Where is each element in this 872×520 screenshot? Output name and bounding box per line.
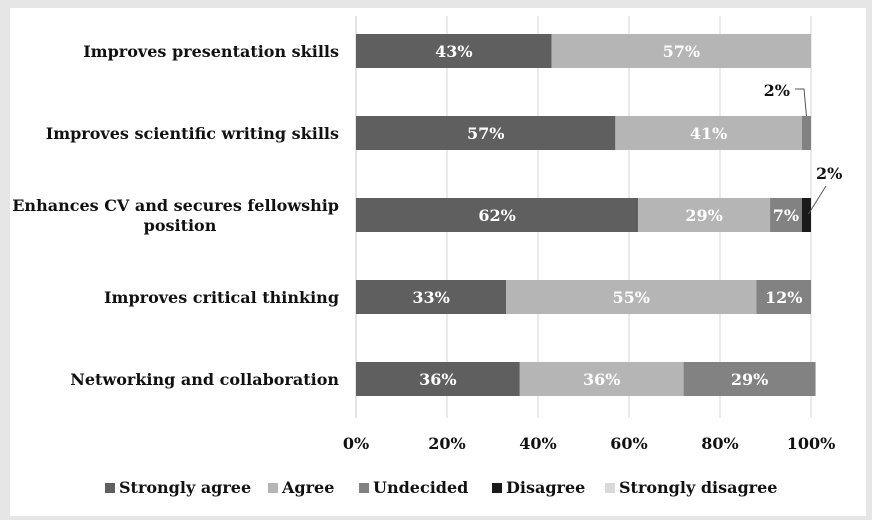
bar-segment bbox=[356, 362, 520, 396]
x-tick-label: 100% bbox=[787, 434, 836, 453]
data-label: 62% bbox=[478, 206, 515, 225]
callout-label: 2% bbox=[816, 164, 842, 183]
category-label: Improves scientific writing skills bbox=[46, 124, 339, 143]
x-tick-label: 0% bbox=[343, 434, 369, 453]
category-label: Improves presentation skills bbox=[83, 42, 339, 61]
legend-label: Strongly disagree bbox=[619, 478, 777, 497]
bar-segment bbox=[356, 116, 616, 150]
legend-swatch bbox=[359, 483, 369, 493]
data-label: 7% bbox=[773, 206, 799, 225]
category-label: Improves critical thinking bbox=[104, 288, 339, 307]
data-label: 36% bbox=[583, 370, 620, 389]
category-label: Enhances CV and secures fellowship bbox=[12, 196, 339, 215]
legend-swatch bbox=[268, 483, 278, 493]
bar-segment bbox=[638, 198, 771, 232]
bar-segment bbox=[519, 362, 684, 396]
bar-segment bbox=[801, 198, 811, 232]
legend-swatch bbox=[492, 483, 502, 493]
data-label: 29% bbox=[731, 370, 768, 389]
data-label: 36% bbox=[419, 370, 456, 389]
callout-label: 2% bbox=[764, 81, 790, 100]
callout-leader-line bbox=[795, 88, 807, 117]
bar-segment bbox=[801, 116, 811, 150]
legend-label: Disagree bbox=[506, 478, 585, 497]
x-tick-label: 40% bbox=[519, 434, 556, 453]
legend-label: Undecided bbox=[373, 478, 468, 497]
legend-label: Agree bbox=[281, 478, 334, 497]
chart-frame: 0% 20% 40% 60% 80% 100% 43% 57% Improves present… bbox=[10, 8, 866, 516]
bar-segment bbox=[356, 280, 507, 314]
bar-segment bbox=[356, 34, 552, 68]
data-label: 55% bbox=[613, 288, 650, 307]
data-label: 43% bbox=[435, 42, 472, 61]
x-tick-label: 80% bbox=[701, 434, 738, 453]
category-label: position bbox=[144, 216, 217, 235]
data-label: 29% bbox=[685, 206, 722, 225]
category-label: Networking and collaboration bbox=[70, 370, 339, 389]
bar-segment bbox=[683, 362, 816, 396]
bar-segment bbox=[770, 198, 802, 232]
bar-segment bbox=[756, 280, 811, 314]
data-label: 57% bbox=[663, 42, 700, 61]
bar-segment bbox=[615, 116, 802, 150]
bar-segment bbox=[506, 280, 757, 314]
bar-segment bbox=[356, 198, 639, 232]
legend-label: Strongly agree bbox=[119, 478, 251, 497]
data-label: 33% bbox=[412, 288, 449, 307]
x-tick-label: 60% bbox=[610, 434, 647, 453]
bar-segment bbox=[551, 34, 811, 68]
callout-leader-line bbox=[808, 185, 827, 215]
legend-swatch bbox=[105, 483, 115, 493]
x-tick-label: 20% bbox=[428, 434, 465, 453]
legend-swatch bbox=[605, 483, 615, 493]
data-label: 12% bbox=[765, 288, 802, 307]
stacked-bar-chart: 0% 20% 40% 60% 80% 100% 43% 57% Improves present… bbox=[12, 16, 842, 497]
data-label: 41% bbox=[690, 124, 727, 143]
data-label: 57% bbox=[467, 124, 504, 143]
